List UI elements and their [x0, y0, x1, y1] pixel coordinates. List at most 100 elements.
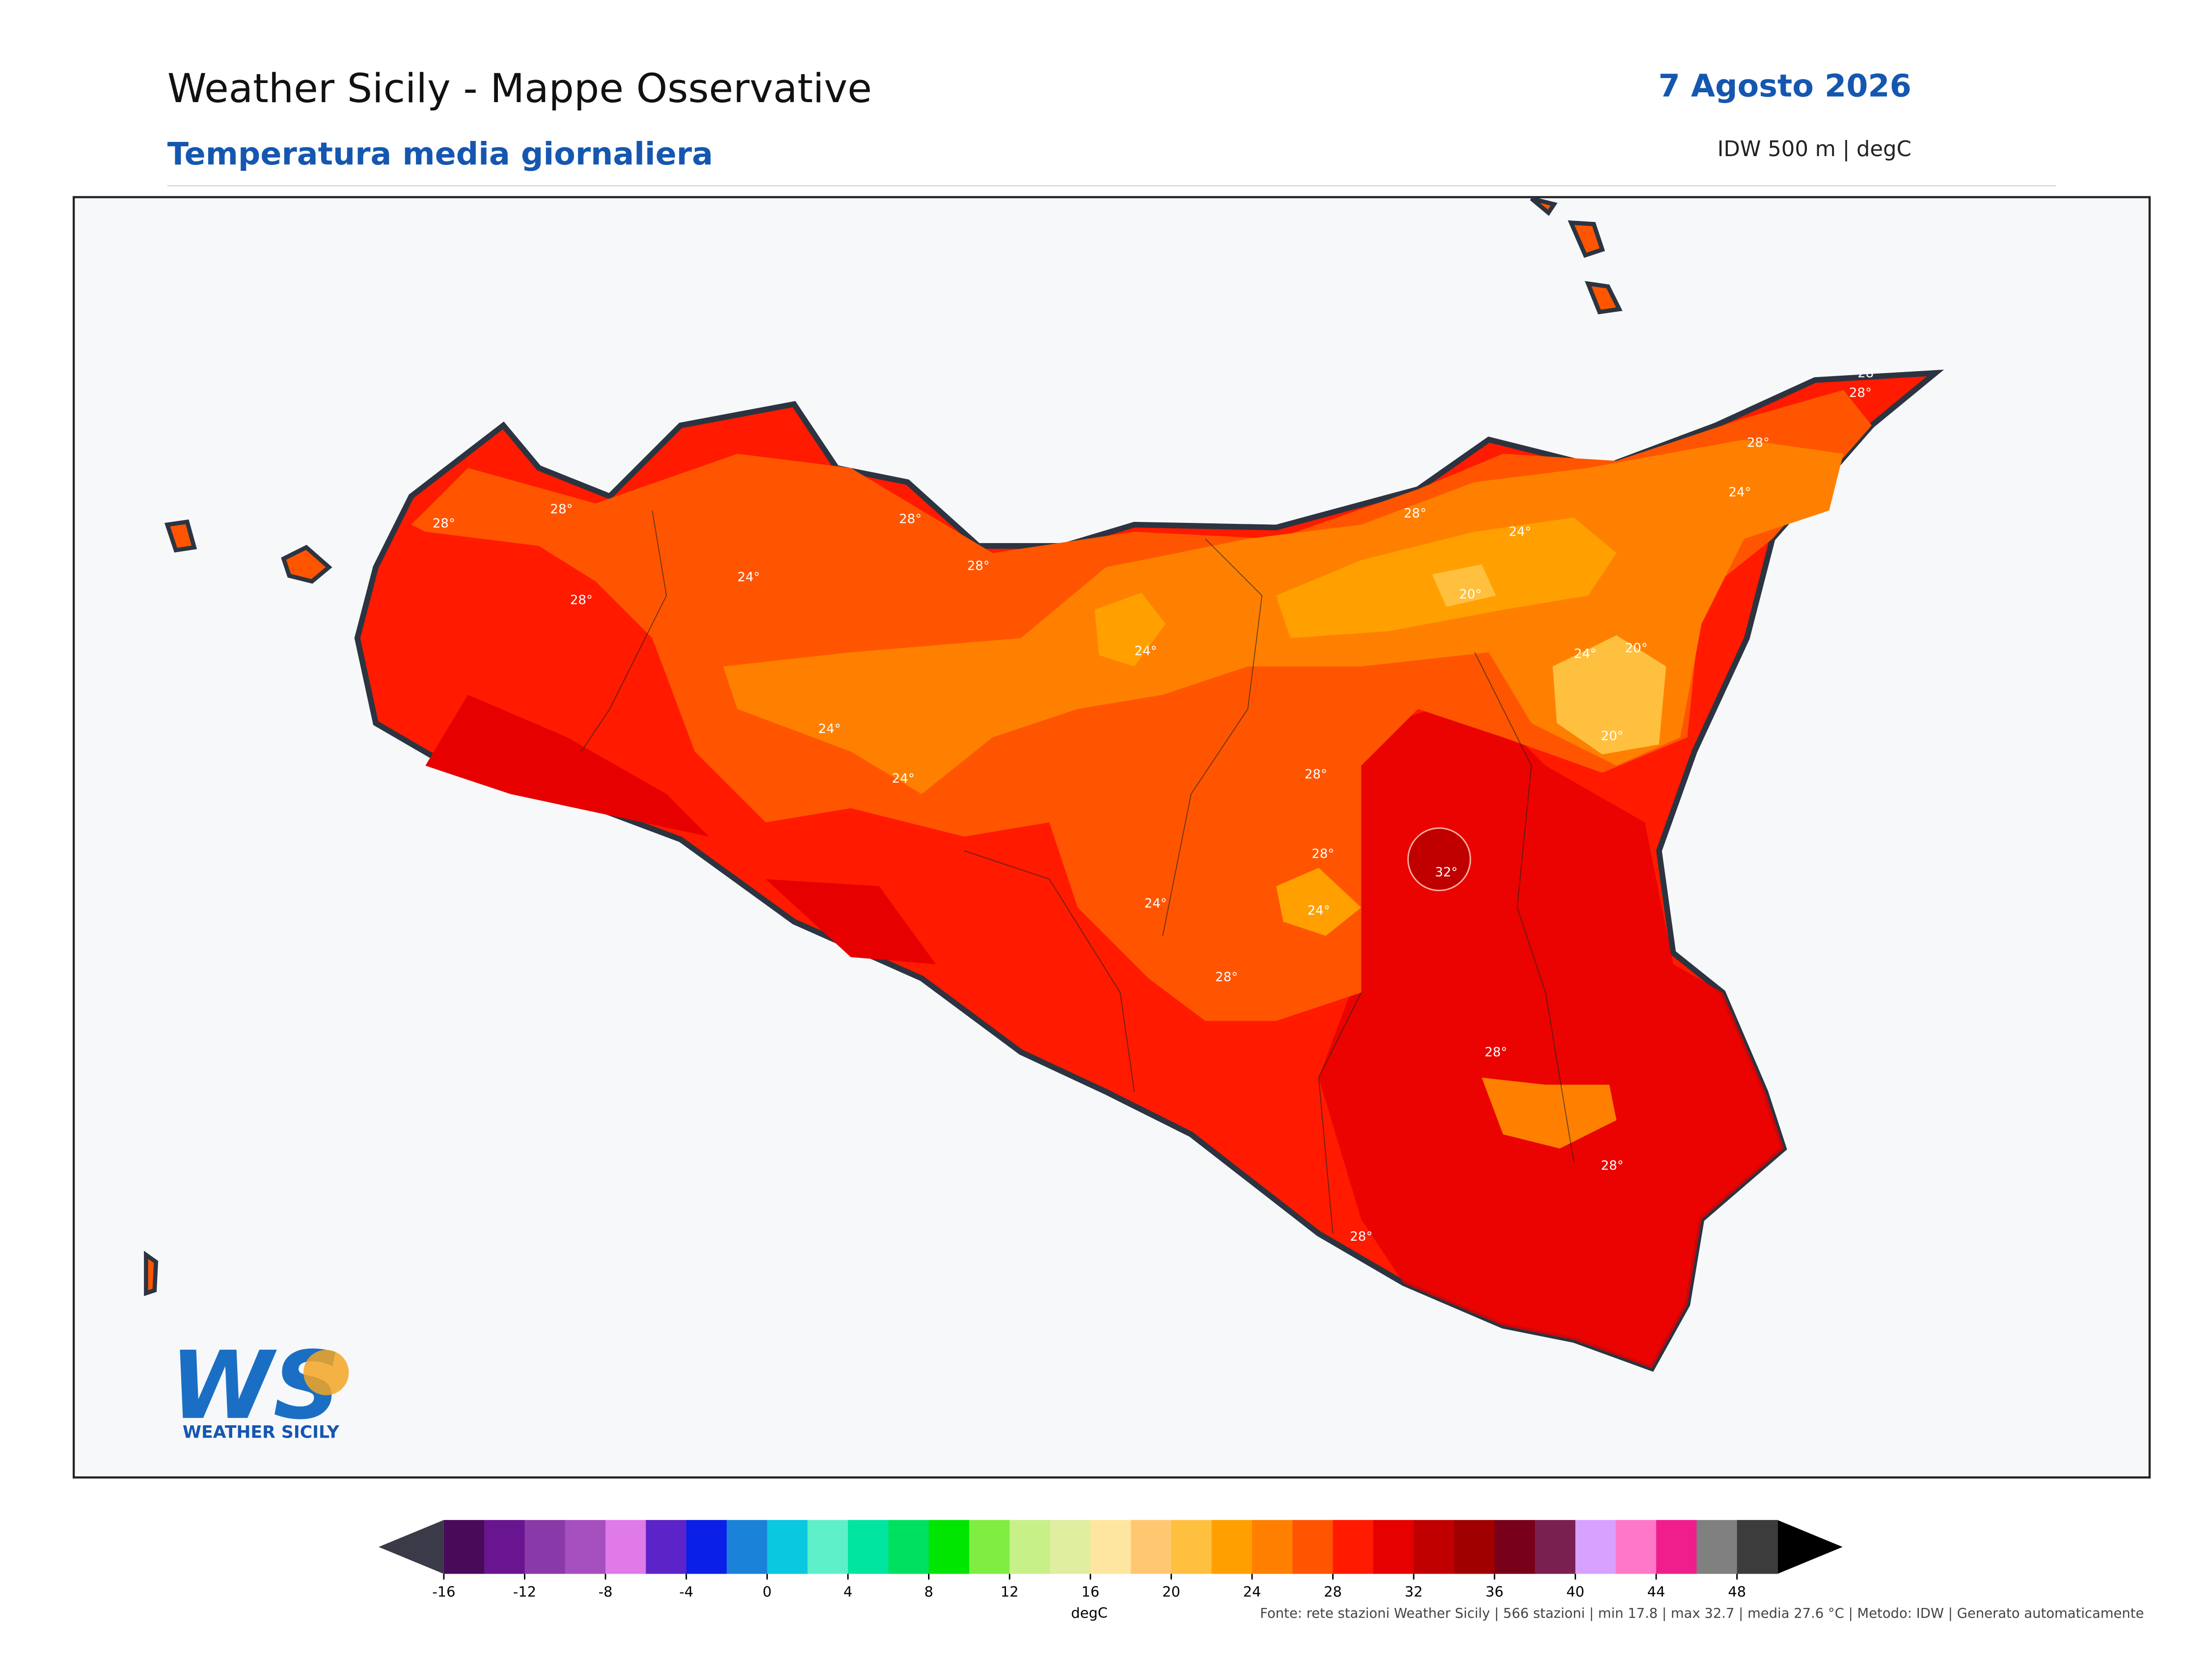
contour-label: 24° [1134, 644, 1157, 658]
colorbar-box [767, 1520, 808, 1574]
contour-label: 28° [550, 502, 573, 517]
colorbar-box [1050, 1520, 1091, 1574]
contour-label: 24° [1728, 485, 1751, 500]
colorbar-box [1696, 1520, 1738, 1574]
colorbar-box [969, 1520, 1010, 1574]
colorbar-box [1010, 1520, 1051, 1574]
colorbar-box [1090, 1520, 1132, 1574]
colorbar-box [1373, 1520, 1415, 1574]
zone-20 [1276, 868, 1362, 936]
zone-20 [1432, 564, 1496, 607]
colorbar-tick-label: -8 [599, 1583, 613, 1600]
colorbar-box [1414, 1520, 1455, 1574]
contour-label: 28° [1350, 1229, 1372, 1244]
contour-label: 24° [1509, 525, 1531, 540]
contour-label: 28° [967, 559, 990, 573]
method: IDW 500 m | degC [1718, 137, 1912, 162]
colorbar-box [1494, 1520, 1536, 1574]
colorbar-box [928, 1520, 970, 1574]
colorbar-box [524, 1520, 566, 1574]
contour-label: 28° [1747, 435, 1770, 450]
contour-label: 28° [1857, 366, 1880, 381]
province-border [964, 850, 1135, 1092]
colorbar-tick-label: 40 [1566, 1583, 1584, 1600]
contour-label: 24° [737, 570, 760, 585]
colorbar-box [727, 1520, 768, 1574]
colorbar-tick-label: 12 [1001, 1583, 1019, 1600]
province-border [581, 510, 667, 752]
contour-label: 24° [1308, 903, 1330, 918]
colorbar-box [443, 1520, 485, 1574]
colorbar-box [1535, 1520, 1576, 1574]
colorbar-box [1333, 1520, 1374, 1574]
colorbar-tick-label: 36 [1485, 1583, 1503, 1600]
colorbar-tick-label: 4 [844, 1583, 852, 1600]
contour-label: 28° [1601, 1159, 1623, 1173]
colorbar-box [1292, 1520, 1334, 1574]
contour-label: 28° [1215, 970, 1238, 984]
contour-label: 28° [433, 516, 455, 531]
colorbar-box [888, 1520, 929, 1574]
footer-source: Fonte: rete stazioni Weather Sicily | 56… [1260, 1606, 2144, 1621]
colorbar-box [1131, 1520, 1172, 1574]
contour-label: 24° [818, 722, 841, 736]
contour-label: 28° [1404, 506, 1426, 521]
island [144, 1251, 159, 1296]
borders [581, 510, 1575, 1234]
colorbar-box [847, 1520, 889, 1574]
colorbar-box [686, 1520, 728, 1574]
contour-labels: 28° 28° 28° 28° 28° 28° 28° 28° 28° 28° 28° 28° 28° 2… [433, 366, 1880, 1244]
contour-label: 20° [1601, 729, 1623, 744]
colorbar-box [807, 1520, 849, 1574]
island [1567, 220, 1605, 258]
colorbar-over [1777, 1520, 1843, 1574]
zone-32 [1407, 827, 1472, 892]
colorbar-tick-label: 28 [1324, 1583, 1342, 1600]
contour-label: 32° [1435, 865, 1458, 880]
zone-20 [1553, 635, 1666, 755]
date: 7 Agosto 2026 [1659, 67, 1912, 104]
island [1530, 196, 1558, 216]
contour-label: 24° [892, 771, 915, 786]
colorbar-tick-label: 44 [1647, 1583, 1666, 1600]
zone-32 [425, 695, 709, 837]
contour-label: 20° [1459, 587, 1482, 602]
contour-label: 28° [1849, 386, 1872, 401]
colorbar-tick-label: -12 [513, 1583, 536, 1600]
colorbar-under [379, 1520, 444, 1574]
subtitle: Temperatura media giornaliera [167, 136, 713, 172]
colorbar-tick-label: 20 [1162, 1583, 1180, 1600]
colorbar-tick-label: 8 [924, 1583, 933, 1600]
province-border [1162, 538, 1263, 936]
contour-label: 28° [570, 593, 593, 607]
contour-label: 20° [1625, 641, 1648, 656]
map: 28° 28° 28° 28° 28° 28° 28° 28° 28° 28° 28° 28° 28° 2… [144, 196, 1944, 1372]
colorbar-box [1211, 1520, 1253, 1574]
colorbar-box [1454, 1520, 1495, 1574]
colorbar-tick-label: 24 [1243, 1583, 1261, 1600]
contour-label: 28° [1485, 1045, 1507, 1060]
province-border [1318, 992, 1362, 1234]
contour-label: 28° [899, 512, 922, 527]
colorbar-box [1656, 1520, 1697, 1574]
colorbar-tick-label: 32 [1405, 1583, 1423, 1600]
colorbar-tick-label: 16 [1081, 1583, 1099, 1600]
contour-label: 28° [1305, 767, 1327, 782]
colorbar-box [1615, 1520, 1657, 1574]
colorbar-tick-label: -16 [432, 1583, 455, 1600]
title: Weather Sicily - Mappe Osservative [167, 66, 872, 112]
colorbar-box [1252, 1520, 1293, 1574]
colorbar-box [1171, 1520, 1212, 1574]
contour-label: 24° [1145, 896, 1167, 911]
zone-32 [765, 879, 936, 964]
colorbar-box [1737, 1520, 1778, 1574]
colorbar-box [605, 1520, 647, 1574]
island [281, 544, 332, 584]
islands [144, 196, 1623, 1296]
logo: WS WEATHER SICILY [170, 1331, 349, 1442]
colorbar-tick-label: -4 [679, 1583, 693, 1600]
colorbar-tick-label: 0 [763, 1583, 771, 1600]
